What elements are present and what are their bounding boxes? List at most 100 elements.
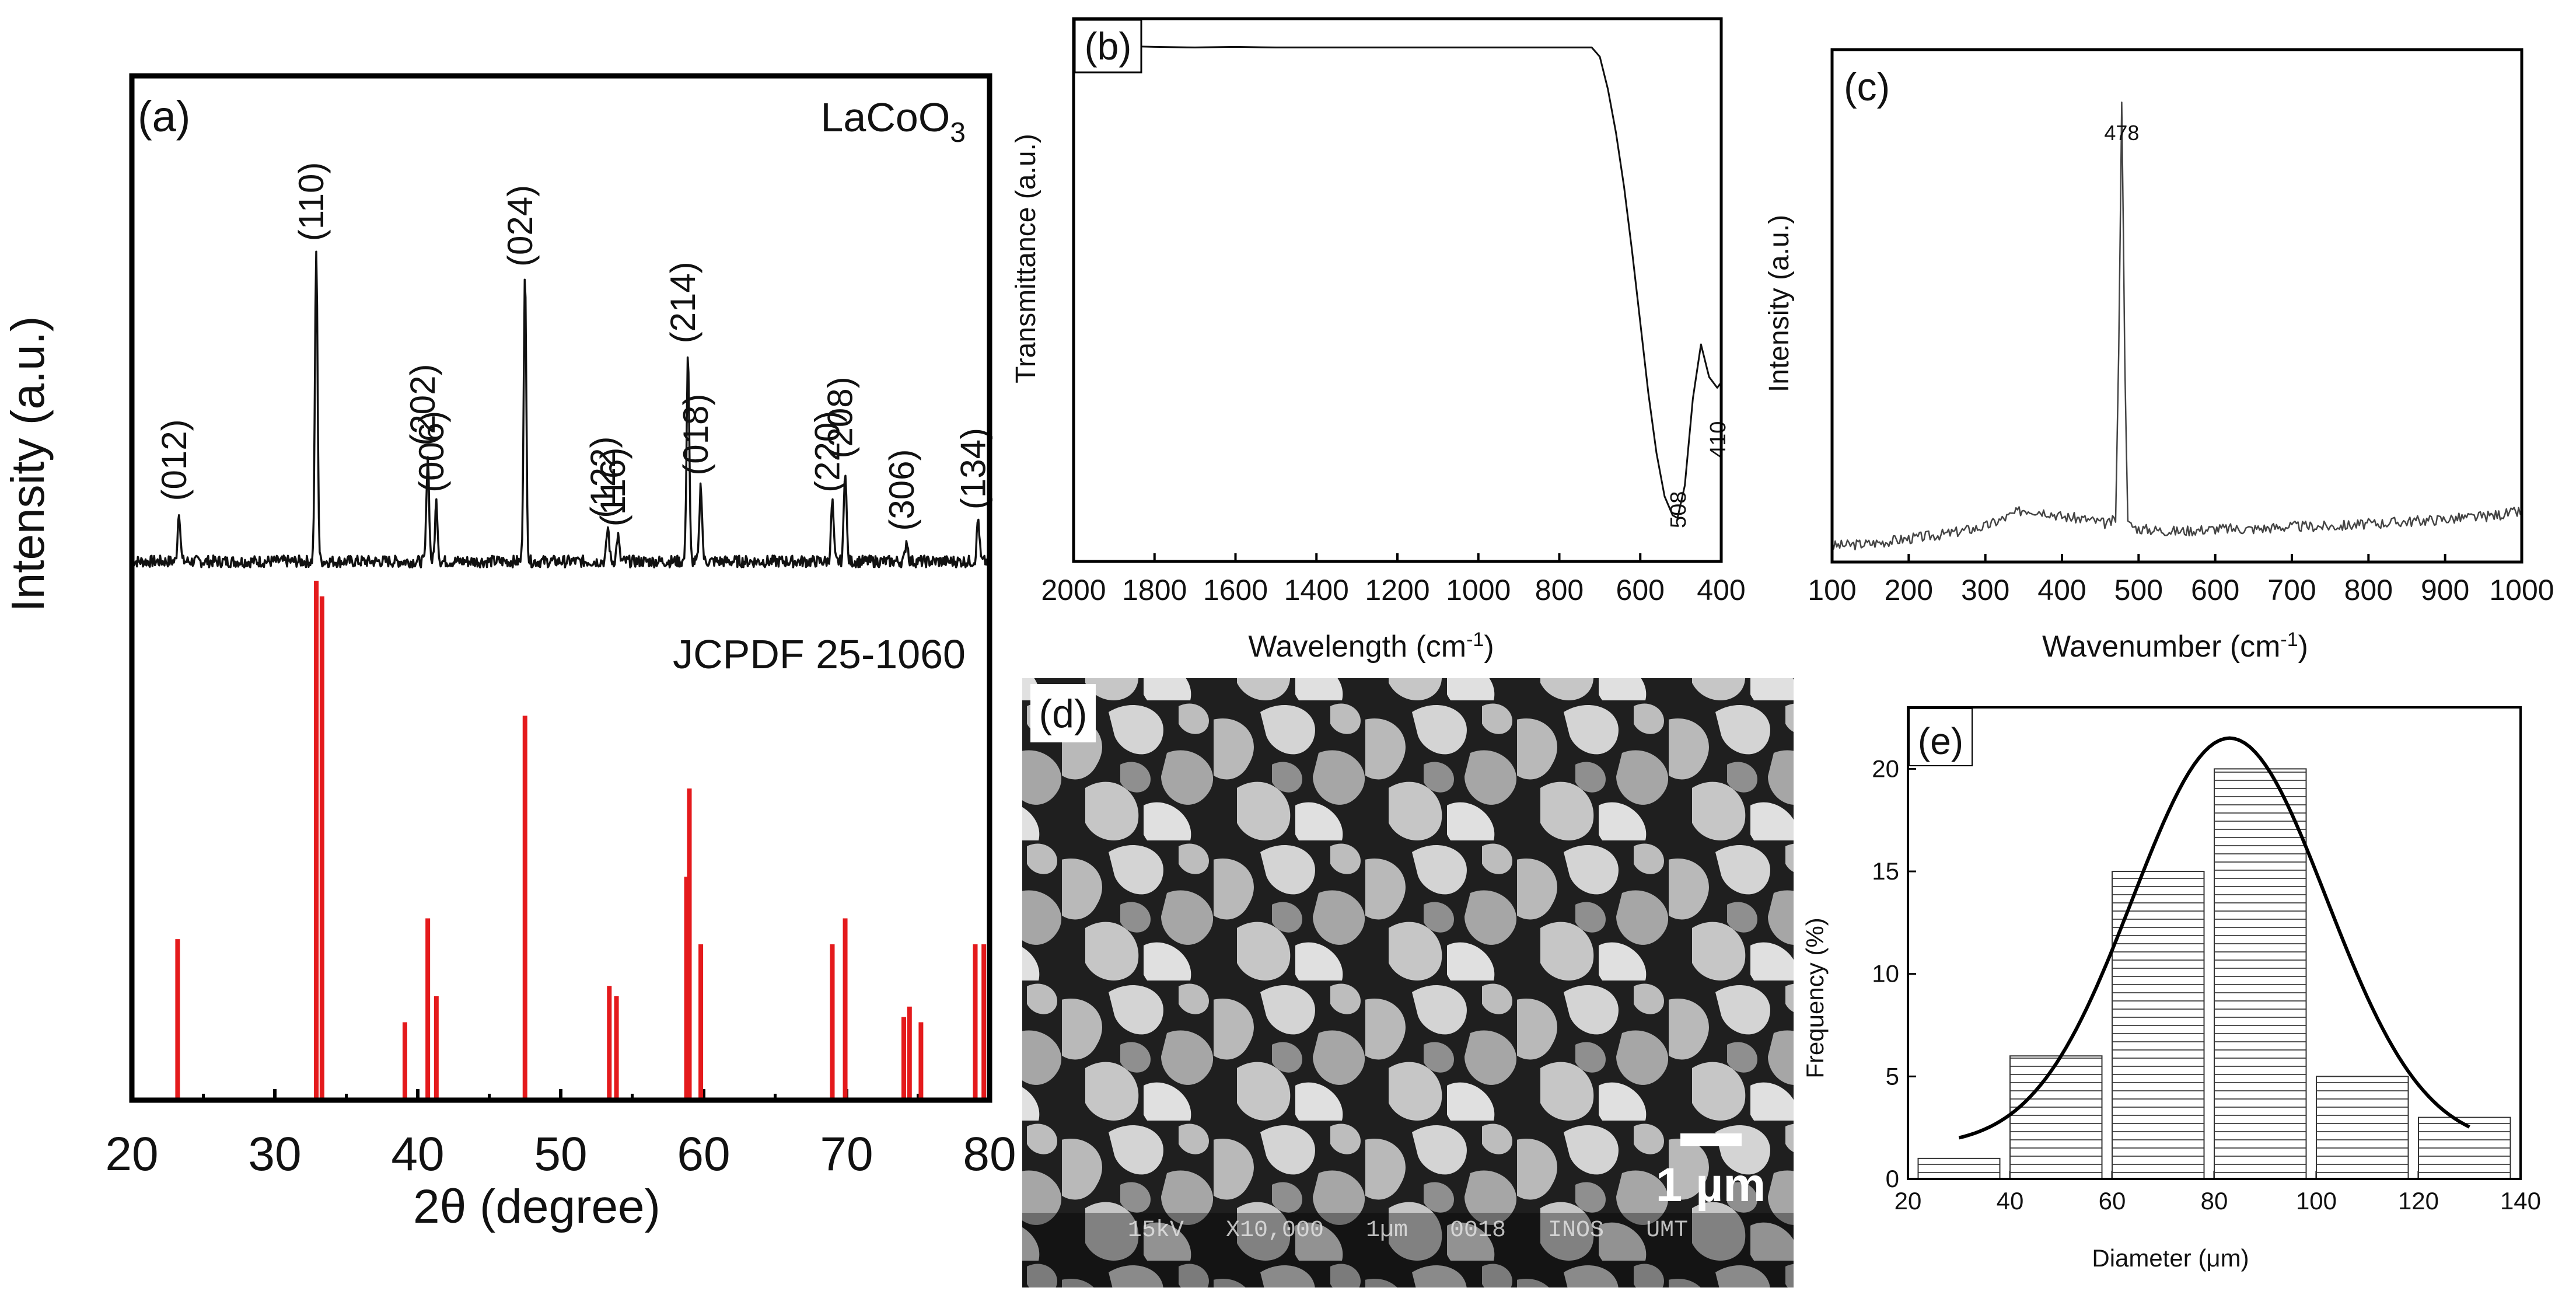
panel-c-raman: Intensity (a.u.) Wavenumber (cm-1) 100 20…: [1764, 48, 2554, 664]
panel-c-xtick-label: 600: [2191, 574, 2239, 606]
panel-a-xtick-label: 30: [248, 1128, 301, 1181]
panel-b-tag: (b): [1085, 25, 1132, 68]
panel-b-tag-box: [1074, 19, 1142, 74]
panel-c-xtick-label: 1000: [2489, 574, 2554, 606]
panel-a-hkl-label: (018): [676, 394, 715, 476]
panel-e-bars: [1917, 768, 2511, 1180]
panel-a-xtick-label: 50: [534, 1128, 587, 1181]
panel-b-xtick-label: 1600: [1203, 574, 1268, 606]
panel-d-tag-box: [1030, 684, 1096, 742]
panel-a-tag: (a): [138, 92, 190, 141]
panel-c-xtick-label: 700: [2267, 574, 2316, 606]
panel-e-tag-box: [1909, 708, 1973, 766]
panel-a-hkl-label: (134): [953, 428, 992, 510]
panel-a-xrd-pattern: [131, 250, 990, 568]
panel-b-ftir: Transmittance (a.u.) Wavelength (cm-1) 2…: [1011, 17, 1746, 664]
panel-e-bar: [2418, 1116, 2511, 1180]
panel-a-hkl-label: (116): [593, 448, 632, 527]
panel-e-xlabel: Diameter (μm): [2092, 1244, 2249, 1272]
panel-e-frame: [1907, 706, 2522, 1180]
panel-c-xtick-label: 500: [2114, 574, 2163, 606]
panel-b-xtick-label: 600: [1616, 574, 1665, 606]
panel-a-hkl-label: (202): [403, 364, 442, 446]
panel-e-gaussian-fit: [1958, 736, 2470, 1140]
panel-e-bar: [2316, 1076, 2409, 1180]
panel-e-size-histogram: Frequency (%) Diameter (μm) 20 40 60 80 100 1…: [1801, 706, 2541, 1272]
panel-c-xtick-label: 900: [2421, 574, 2469, 606]
panel-e-ytick-label: 20: [1872, 755, 1899, 782]
panel-b-annotation: 508: [1666, 491, 1691, 528]
panel-e-xtick-label: 140: [2500, 1187, 2541, 1215]
panel-c-annotations: 478: [2104, 121, 2139, 145]
panel-e-ytick-label: 5: [1886, 1062, 1899, 1090]
panel-a-ticks: 20 30 40 50 60 70 80: [105, 1089, 1016, 1181]
panel-b-xlabel: Wavelength (cm-1): [1248, 629, 1494, 664]
panel-a-hkl-labels: (012) (110) (202)(006) (024) (122)(116) (214)…: [155, 162, 993, 531]
panel-b-xtick-label: 400: [1697, 574, 1745, 606]
panel-a-hkl-label: (214): [663, 261, 702, 343]
panel-a-hkl-label: (208): [821, 376, 860, 458]
panel-a-hkl-label: (012): [155, 419, 194, 501]
panel-d-tag: (d): [1039, 692, 1087, 736]
panel-c-frame: [1830, 48, 2523, 564]
panel-b-annotation: 410: [1706, 421, 1731, 458]
panel-c-xtick-label: 300: [1961, 574, 2009, 606]
panel-c-xtick-label: 800: [2344, 574, 2393, 606]
panel-a-hkl-label: (006): [412, 411, 451, 493]
panel-a-hkl-label: (110): [292, 162, 331, 242]
panel-a-xtick-label: 70: [820, 1128, 873, 1181]
panel-a-hkl-label: (122): [583, 437, 623, 518]
panel-c-annotation: 478: [2104, 121, 2139, 145]
panel-d-sem-image: (d) 1 µm 15kV X10,000 1µm 0018 INOS UMT: [1022, 678, 1794, 1287]
panel-a-reference-lines: [175, 581, 987, 1100]
panel-e-ylabel: Frequency (%): [1801, 917, 1829, 1078]
panel-a-reference-label: JCPDF 25-1060: [673, 631, 966, 677]
panel-e-bar: [2009, 1055, 2103, 1180]
panel-c-xtick-label: 200: [1885, 574, 1933, 606]
panel-c-raman-curve: [1831, 101, 2523, 551]
panel-c-ylabel: Intensity (a.u.): [1764, 215, 1795, 392]
panel-a-xtick-label: 80: [963, 1128, 1016, 1181]
panel-e-xtick-label: 120: [2398, 1187, 2439, 1215]
panel-e-bar: [2214, 768, 2307, 1180]
panel-e-xtick-label: 100: [2296, 1187, 2337, 1215]
panel-e-ytick-label: 0: [1886, 1165, 1899, 1192]
panel-a-hkl-label: (220): [808, 411, 847, 493]
panel-a-xtick-label: 20: [105, 1128, 158, 1181]
panel-a-xrd: Intensity (a.u.) (a) LaCoO3 JCPDF 25-106…: [2, 73, 1016, 1233]
panel-d-micrograph: [1022, 678, 1794, 1287]
panel-a-sample-label: LaCoO3: [821, 95, 966, 148]
panel-c-xtick-label: 400: [2037, 574, 2086, 606]
panel-d-info-text: 15kV X10,000 1µm 0018 INOS UMT: [1128, 1217, 1688, 1244]
panel-e-xtick-label: 20: [1895, 1187, 1922, 1215]
panel-c-xtick-label: 100: [1808, 574, 1856, 606]
panel-b-xtick-label: 800: [1535, 574, 1584, 606]
panel-a-hkl-label: (024): [501, 185, 540, 267]
panel-e-bar: [2112, 871, 2205, 1180]
panel-d-info-band: [1022, 1213, 1794, 1287]
panel-e-xtick-label: 40: [1997, 1187, 2024, 1215]
panel-a-frame: [129, 73, 992, 1103]
panel-e-xtick-label: 60: [2099, 1187, 2126, 1215]
panel-b-xtick-label: 1800: [1122, 574, 1187, 606]
panel-e-tag: (e): [1918, 720, 1963, 762]
panel-e-xtick-label: 80: [2201, 1187, 2228, 1215]
panel-d-scale-label: 1 µm: [1656, 1159, 1766, 1212]
panel-c-tag: (c): [1844, 65, 1890, 109]
panel-b-ticks: 2000 1800 1600 1400 1200 1000 800 600 400: [1041, 553, 1746, 606]
panel-a-xtick-label: 60: [677, 1128, 730, 1181]
panel-b-xtick-label: 1400: [1284, 574, 1349, 606]
panel-a-hkl-label: (306): [882, 449, 921, 531]
panel-e-bar: [1917, 1157, 2001, 1180]
panel-b-ylabel: Transmittance (a.u.): [1011, 134, 1041, 383]
panel-e-ticks: 20 40 60 80 100 120 140 0 5 10 15 20: [1872, 755, 2541, 1215]
panel-e-ytick-label: 15: [1872, 857, 1899, 885]
panel-e-ytick-label: 10: [1872, 960, 1899, 988]
panel-a-xlabel: 2θ (degree): [413, 1180, 660, 1233]
panel-c-xlabel: Wavenumber (cm-1): [2042, 629, 2308, 664]
panel-b-frame: [1072, 17, 1723, 563]
panel-d-scale-bar: [1680, 1133, 1742, 1146]
panel-c-ticks: 100 200 300 400 500 600 700 800 900 1000: [1808, 554, 2554, 606]
panel-b-xtick-label: 1200: [1365, 574, 1429, 606]
